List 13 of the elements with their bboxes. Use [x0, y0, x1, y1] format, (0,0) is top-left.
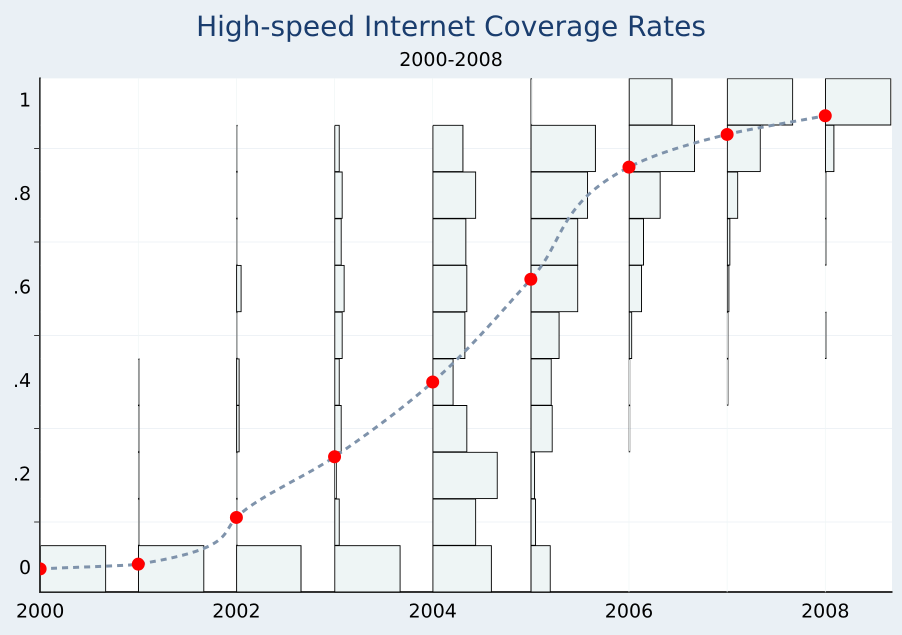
x-tick-label: 2002	[212, 600, 261, 623]
x-tick-label: 2000	[16, 600, 64, 623]
y-tick-label: .2	[12, 463, 32, 486]
y-tick-label: 0	[19, 556, 32, 579]
y-tick-label: .8	[12, 183, 32, 206]
x-tick-label: 2008	[801, 600, 850, 623]
chart-title: High-speed Internet Coverage Rates	[196, 10, 706, 44]
y-tick-label: .6	[12, 276, 32, 299]
x-tick-label: 2004	[408, 600, 457, 623]
chart-subtitle: 2000-2008	[399, 48, 503, 71]
x-tick-label: 2006	[604, 600, 654, 623]
y-tick-label: .4	[12, 370, 32, 392]
y-tick-label: 1	[19, 90, 32, 112]
